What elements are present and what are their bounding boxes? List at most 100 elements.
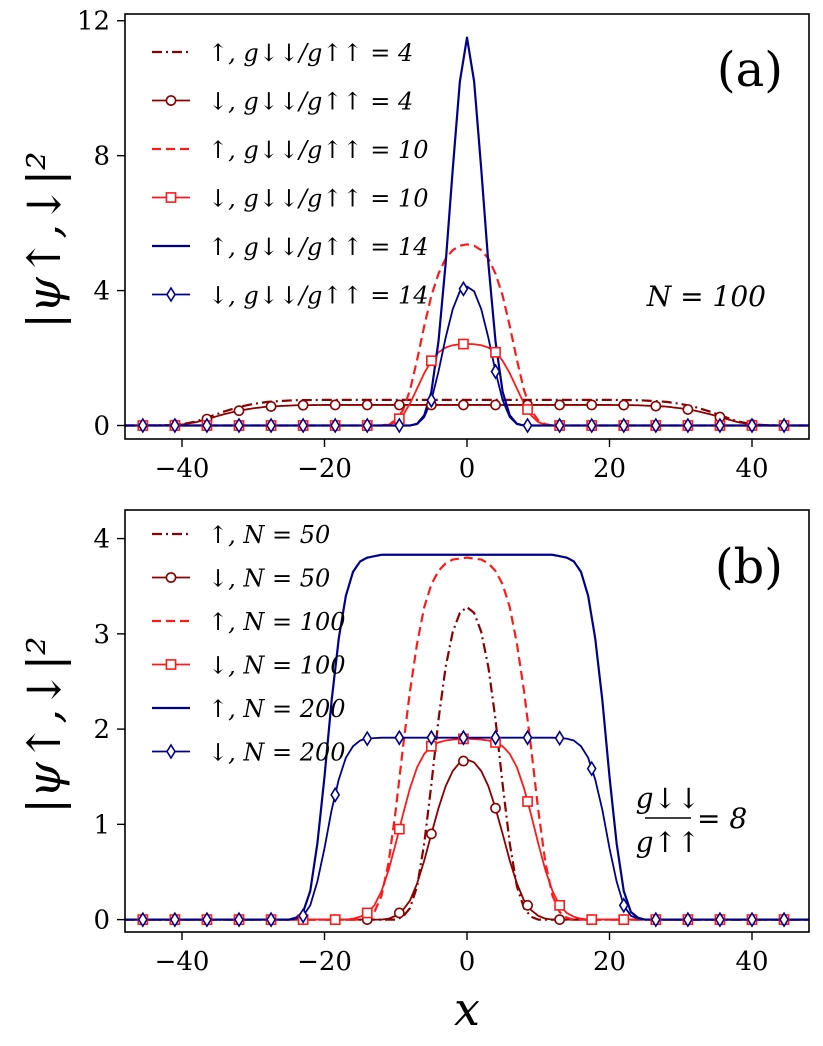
series-marker <box>266 911 277 928</box>
legend-label: ↓, N = 100 <box>208 652 346 680</box>
series-marker <box>490 346 501 358</box>
series-marker <box>522 729 533 746</box>
series-marker <box>779 911 790 928</box>
series-marker <box>297 399 309 411</box>
series-marker <box>361 399 373 411</box>
series-marker <box>137 911 148 928</box>
panel-a-label: (a) <box>717 42 783 98</box>
series-marker <box>714 911 725 928</box>
legend-label: ↑, g↓↓/g↑↑ = 4 <box>208 39 413 67</box>
xtick-label: −20 <box>297 947 352 977</box>
xtick-label: −40 <box>155 454 210 484</box>
panel-b-annotation-denominator: g↑↑ <box>636 826 701 859</box>
series-marker <box>169 911 180 928</box>
panel-b-legend: ↑, N = 50 ↓, N = 50 ↑, N = 100 ↓, N = 100 ↑,… <box>152 521 346 767</box>
xtick-label: −40 <box>155 947 210 977</box>
series-marker <box>490 729 501 746</box>
panel-a-ticks <box>117 20 753 447</box>
panel-b-annotation: g↓↓ g↑↑ = 8 <box>636 782 748 859</box>
xtick-label: 40 <box>735 454 768 484</box>
series-marker <box>298 417 309 434</box>
series-marker <box>618 897 629 914</box>
legend-label: ↓, N = 50 <box>208 565 330 593</box>
panel-b-ticks <box>117 537 753 940</box>
series-marker <box>522 796 533 807</box>
ytick-label: 0 <box>93 412 110 442</box>
series-marker <box>329 399 341 411</box>
series-marker <box>490 363 501 380</box>
legend-label: ↓, g↓↓/g↑↑ = 14 <box>208 282 429 310</box>
series-marker <box>393 399 405 411</box>
series-marker <box>201 417 212 434</box>
ytick-label: 1 <box>93 810 110 840</box>
panel-b: |ψ↑,↓|² 0 1 2 3 4 −40 −20 0 20 40 ↑, N = 50 ↓, N … <box>17 509 810 1036</box>
panel-b-label: (b) <box>715 539 783 595</box>
series-marker <box>234 417 244 434</box>
legend-label: ↑, N = 50 <box>208 521 330 549</box>
series-marker <box>747 911 757 928</box>
legend-marker <box>166 286 176 303</box>
series-marker <box>650 400 662 412</box>
series-marker <box>714 417 725 434</box>
series-marker <box>522 899 533 911</box>
legend-label: ↑, N = 100 <box>208 608 346 636</box>
series-marker <box>426 392 437 409</box>
series-line <box>125 243 809 427</box>
legend-label: ↑, g↓↓/g↑↑ = 14 <box>208 233 429 261</box>
series-marker <box>490 399 501 411</box>
series-marker <box>458 338 469 350</box>
panel-b-axes-frame <box>124 509 810 933</box>
series-marker <box>201 911 212 928</box>
series-marker <box>586 417 597 434</box>
xtick-label: 0 <box>459 947 476 977</box>
xtick-label: 20 <box>593 947 626 977</box>
panel-b-xtick-labels: −40 −20 0 20 40 <box>155 947 769 977</box>
series-marker <box>362 730 373 747</box>
series-marker <box>618 417 629 434</box>
series-marker <box>233 405 245 417</box>
series-marker <box>394 729 405 746</box>
series-marker <box>426 729 437 746</box>
panel-a-legend: ↑, g↓↓/g↑↑ = 4 ↓, g↓↓/g↑↑ = 4 ↑, g↓↓/g↑↑ =… <box>152 39 429 310</box>
xtick-label: −20 <box>297 454 352 484</box>
legend-marker <box>165 95 177 106</box>
panel-b-plot <box>125 553 809 928</box>
panel-b-xlabel: x <box>454 982 480 1036</box>
series-marker <box>554 399 566 411</box>
series-marker <box>362 417 373 434</box>
series-marker <box>329 914 341 926</box>
series-line <box>125 758 809 921</box>
series-marker <box>650 911 661 928</box>
panel-b-series-markers <box>137 729 790 928</box>
panel-a-xtick-labels: −40 −20 0 20 40 <box>155 454 769 484</box>
panel-a-ylabel: |ψ↑,↓|² <box>17 151 71 328</box>
legend-label: ↓, g↓↓/g↑↑ = 4 <box>208 88 413 116</box>
panel-a-ytick-labels: 0 4 8 12 <box>77 7 110 442</box>
panel-b-ytick-labels: 0 1 2 3 4 <box>93 525 110 936</box>
panel-a-annotation: N = 100 <box>646 280 766 313</box>
legend-marker <box>165 572 177 583</box>
series-marker <box>330 417 341 434</box>
series-marker <box>682 404 694 415</box>
series-marker <box>330 786 341 803</box>
series-marker <box>682 911 693 928</box>
series-marker <box>361 907 373 919</box>
series-marker <box>554 730 565 747</box>
legend-label: ↑, N = 200 <box>208 695 346 723</box>
panel-a-axes-frame <box>124 13 810 440</box>
ytick-label: 0 <box>93 906 110 936</box>
legend-label: ↑, g↓↓/g↑↑ = 10 <box>208 136 429 164</box>
legend-marker <box>165 192 177 203</box>
series-marker <box>458 755 469 767</box>
series-marker <box>522 404 533 415</box>
legend-label: ↓, g↓↓/g↑↑ = 10 <box>208 185 429 213</box>
panel-b-ylabel: |ψ↑,↓|² <box>17 636 71 813</box>
series-marker <box>298 907 309 924</box>
legend-label: ↓, N = 200 <box>208 739 346 767</box>
series-marker <box>522 417 533 434</box>
series-marker <box>234 911 244 928</box>
series-marker <box>554 899 566 911</box>
series-marker <box>393 823 405 835</box>
ytick-label: 8 <box>93 142 110 172</box>
panel-a-series-markers <box>137 280 790 434</box>
